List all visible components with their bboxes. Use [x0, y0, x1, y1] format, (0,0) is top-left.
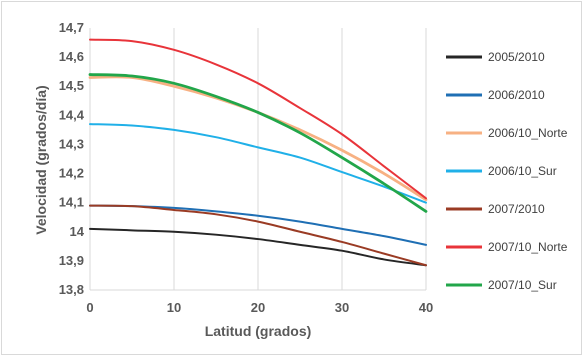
- y-tick-label: 14,1: [59, 195, 84, 210]
- x-tick-label: 30: [335, 300, 349, 315]
- x-tick-label: 40: [419, 300, 433, 315]
- y-axis-ticks: 13,8 13,9 14 14,1 14,2 14,3 14,4 14,5 14,6 14,7: [59, 20, 85, 297]
- legend-label: 2007/2010: [488, 202, 545, 216]
- y-tick-label: 14,6: [59, 49, 84, 64]
- legend-label: 2007/10_Sur: [488, 278, 557, 292]
- legend-label: 2006/10_Norte: [488, 126, 568, 140]
- series-line-1: [89, 227, 427, 267]
- y-tick-label: 14,2: [59, 166, 84, 181]
- legend-label: 2006/2010: [488, 88, 545, 102]
- series-lines: [88, 38, 428, 267]
- y-tick-label: 13,8: [59, 282, 84, 297]
- y-axis-title: Velocidad (grados/día): [33, 85, 49, 234]
- series-line-4: [89, 123, 427, 204]
- x-tick-label: 0: [86, 300, 93, 315]
- y-tick-label: 14,7: [59, 20, 84, 35]
- y-tick-label: 14,3: [59, 136, 84, 151]
- legend-label: 2007/10_Norte: [488, 240, 568, 254]
- x-tick-label: 10: [167, 300, 181, 315]
- x-tick-label: 20: [251, 300, 265, 315]
- y-tick-label: 14: [70, 224, 85, 239]
- gridlines: [89, 28, 427, 291]
- x-axis-ticks: 0 10 20 30 40: [86, 300, 433, 315]
- y-tick-label: 14,5: [59, 78, 84, 93]
- x-axis-title: Latitud (grados): [205, 323, 312, 339]
- series-line-5: [89, 204, 427, 267]
- legend-label: 2006/10_Sur: [488, 164, 557, 178]
- y-tick-label: 13,9: [59, 253, 84, 268]
- legend: 2005/2010 2006/2010 2006/10_Norte 2006/10_S…: [446, 50, 568, 292]
- series-line-6: [89, 38, 427, 200]
- legend-label: 2005/2010: [488, 50, 545, 64]
- series-line-7: [88, 73, 428, 213]
- y-tick-label: 14,4: [59, 107, 85, 122]
